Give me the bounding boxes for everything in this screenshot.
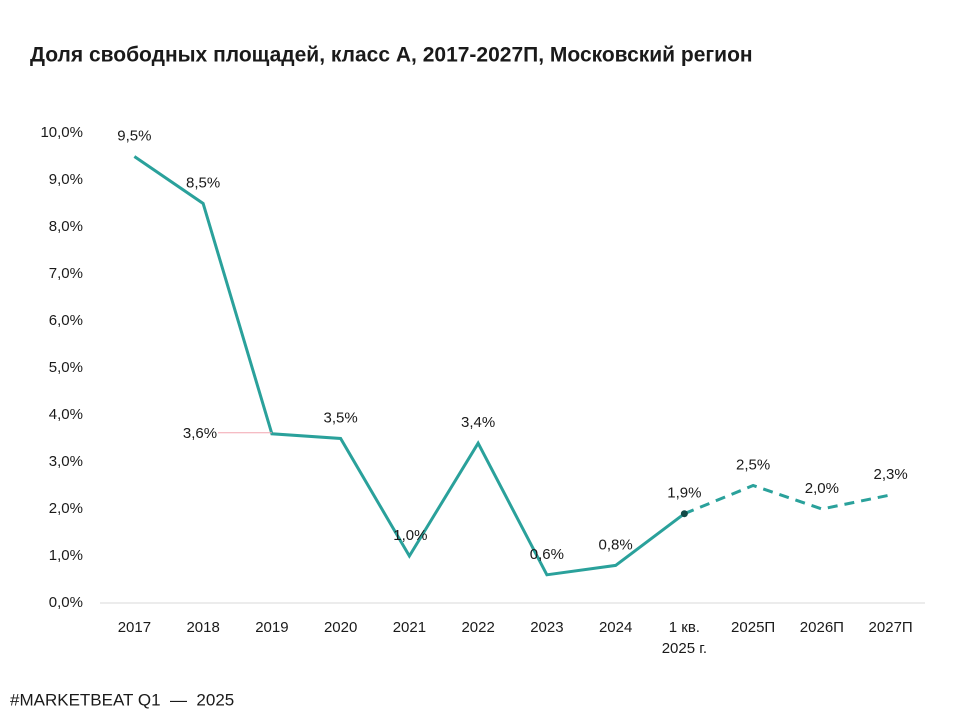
y-tick-label: 6,0% (49, 312, 83, 329)
chart-title: Доля свободных площадей, класс А, 2017-2… (30, 44, 753, 67)
x-tick-label: 2026П (800, 619, 844, 636)
x-tick-label: 2022 (461, 619, 494, 636)
data-label: 9,5% (117, 127, 151, 144)
y-tick-label: 8,0% (49, 218, 83, 235)
x-tick-label: 2023 (530, 619, 563, 636)
y-tick-label: 7,0% (49, 265, 83, 282)
line-actual (133, 155, 686, 577)
data-label: 0,6% (530, 546, 564, 563)
x-tick-label: 2018 (186, 619, 219, 636)
x-tick-label: 2020 (324, 619, 357, 636)
data-label: 0,8% (599, 536, 633, 553)
x-tick-label: 2024 (599, 619, 632, 636)
x-tick-label: 2025П (731, 619, 775, 636)
data-label: 2,5% (736, 456, 770, 473)
data-label: 3,6% (183, 425, 217, 442)
data-label: 1,0% (393, 527, 427, 544)
x-tick-label: 2019 (255, 619, 288, 636)
line-forecast (683, 483, 891, 516)
data-label: 2,3% (874, 466, 908, 483)
data-label: 3,4% (461, 414, 495, 431)
x-tick-label: 2021 (393, 619, 426, 636)
marker (680, 510, 688, 518)
y-tick-label: 4,0% (49, 406, 83, 423)
x-tick-label: 2027П (869, 619, 913, 636)
y-tick-label: 3,0% (49, 453, 83, 470)
data-label: 8,5% (186, 174, 220, 191)
y-tick-label: 5,0% (49, 359, 83, 376)
y-tick-label: 10,0% (40, 124, 83, 141)
data-label: 1,9% (667, 485, 701, 502)
footer: #MARKETBEAT Q1 — 2025 (10, 690, 234, 709)
data-label: 3,5% (324, 409, 358, 426)
y-tick-label: 9,0% (49, 171, 83, 188)
x-tick-label: 1 кв. 2025 г. (662, 619, 707, 657)
y-tick-label: 2,0% (49, 500, 83, 517)
y-tick-label: 0,0% (49, 594, 83, 611)
data-label: 2,0% (805, 480, 839, 497)
x-tick-label: 2017 (118, 619, 151, 636)
y-tick-label: 1,0% (49, 547, 83, 564)
